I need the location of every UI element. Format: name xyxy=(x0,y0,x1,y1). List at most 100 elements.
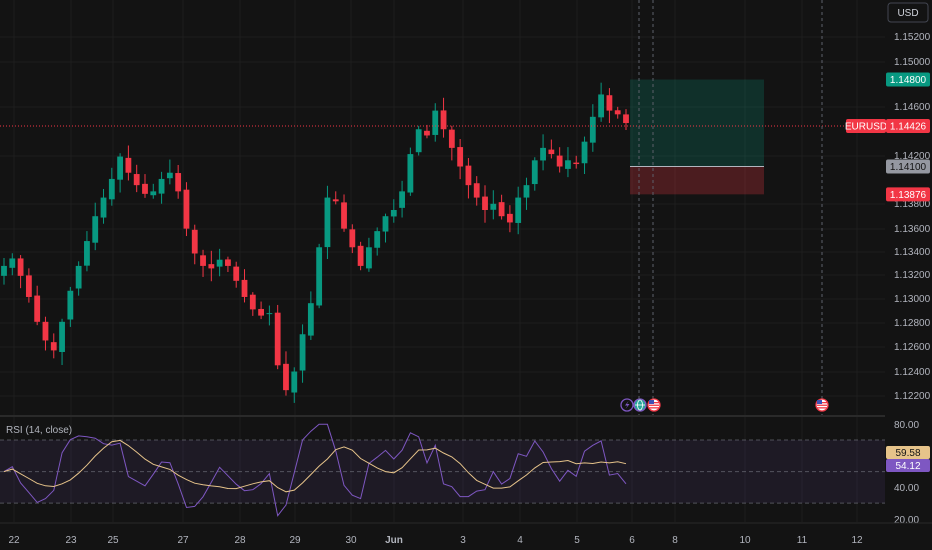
candle[interactable] xyxy=(108,167,115,206)
stop-price-tag[interactable]: 1.13876 xyxy=(886,187,930,202)
candle[interactable] xyxy=(34,285,41,326)
candle-body[interactable] xyxy=(531,160,538,185)
candle[interactable] xyxy=(490,190,497,220)
candle[interactable] xyxy=(366,237,372,272)
candle-body[interactable] xyxy=(175,173,182,192)
candle[interactable] xyxy=(448,125,455,161)
candle[interactable] xyxy=(283,351,289,396)
candle-body[interactable] xyxy=(424,130,430,136)
candle-body[interactable] xyxy=(407,154,414,193)
candle[interactable] xyxy=(183,182,190,237)
candle-body[interactable] xyxy=(241,279,248,297)
candle-body[interactable] xyxy=(108,178,115,200)
candle-body[interactable] xyxy=(324,197,331,248)
candle[interactable] xyxy=(424,124,430,139)
candle-body[interactable] xyxy=(598,94,605,118)
candle[interactable] xyxy=(614,106,621,119)
candle[interactable] xyxy=(274,304,281,370)
candle-body[interactable] xyxy=(84,241,90,266)
candle[interactable] xyxy=(482,185,488,223)
candle-body[interactable] xyxy=(581,141,588,164)
target-price-tag[interactable]: 1.14800 xyxy=(886,72,930,87)
candle[interactable] xyxy=(556,147,563,173)
rsi-pane[interactable]: RSI (14, close) xyxy=(0,423,885,517)
candle[interactable] xyxy=(25,268,32,303)
candle-body[interactable] xyxy=(565,160,571,169)
candle-body[interactable] xyxy=(42,321,49,341)
candle-body[interactable] xyxy=(498,202,505,217)
candle[interactable] xyxy=(50,333,57,359)
candle[interactable] xyxy=(299,324,306,383)
candle[interactable] xyxy=(117,153,124,193)
candle-body[interactable] xyxy=(589,116,596,143)
price-axis[interactable]: USD1.152001.150001.146001.142001.138001.… xyxy=(845,0,932,550)
candle-body[interactable] xyxy=(341,202,347,229)
candle[interactable] xyxy=(341,194,347,232)
candle[interactable] xyxy=(166,159,173,185)
candle-body[interactable] xyxy=(448,129,455,148)
current-price-tag[interactable]: 1.14426 xyxy=(886,119,930,134)
candle-body[interactable] xyxy=(299,334,306,371)
candle-body[interactable] xyxy=(125,157,132,173)
candle-body[interactable] xyxy=(183,189,190,229)
globe-icon[interactable] xyxy=(633,398,647,412)
candle-body[interactable] xyxy=(357,245,364,266)
candle[interactable] xyxy=(1,257,7,285)
candle-body[interactable] xyxy=(150,191,157,196)
candle[interactable] xyxy=(623,109,629,131)
price-candles[interactable] xyxy=(0,82,885,403)
candle[interactable] xyxy=(216,248,223,277)
candle-body[interactable] xyxy=(623,114,629,124)
candle[interactable] xyxy=(548,139,555,159)
rsi-ma-line[interactable] xyxy=(3,439,627,493)
candle[interactable] xyxy=(75,261,82,296)
currency-button[interactable]: USD xyxy=(887,2,929,23)
candle-body[interactable] xyxy=(457,147,464,167)
candle[interactable] xyxy=(84,231,90,272)
candle-body[interactable] xyxy=(399,191,405,208)
candle-body[interactable] xyxy=(473,183,480,198)
symbol-tag[interactable]: EURUSD xyxy=(845,119,887,134)
candle-body[interactable] xyxy=(249,294,256,310)
lightning-icon[interactable] xyxy=(620,398,634,412)
candle[interactable] xyxy=(17,255,24,289)
candle[interactable] xyxy=(249,292,256,316)
candle[interactable] xyxy=(150,183,157,199)
candle[interactable] xyxy=(67,286,74,327)
candle-body[interactable] xyxy=(390,210,397,217)
candle[interactable] xyxy=(291,367,298,403)
candle-body[interactable] xyxy=(9,258,16,268)
candle-body[interactable] xyxy=(548,149,555,155)
candle-body[interactable] xyxy=(216,259,223,267)
candle[interactable] xyxy=(125,145,132,181)
candle[interactable] xyxy=(208,250,215,282)
candle[interactable] xyxy=(415,125,422,156)
candle-body[interactable] xyxy=(415,129,422,153)
candle[interactable] xyxy=(59,318,65,365)
candle[interactable] xyxy=(531,157,538,191)
candle-body[interactable] xyxy=(316,247,323,306)
candle[interactable] xyxy=(200,249,206,277)
stop-zone[interactable] xyxy=(630,166,764,195)
candle-body[interactable] xyxy=(374,231,381,248)
economic-events[interactable] xyxy=(620,398,829,412)
candle[interactable] xyxy=(465,158,472,199)
long-position-tool[interactable] xyxy=(630,79,764,195)
candle[interactable] xyxy=(241,269,248,303)
candle-body[interactable] xyxy=(208,264,215,269)
candle[interactable] xyxy=(498,194,505,220)
candle[interactable] xyxy=(158,171,165,204)
candle-body[interactable] xyxy=(349,229,356,248)
candle-body[interactable] xyxy=(540,147,546,161)
candle-body[interactable] xyxy=(515,197,522,223)
candle[interactable] xyxy=(581,136,588,175)
us-flag-icon[interactable] xyxy=(815,398,829,412)
candle[interactable] xyxy=(382,213,389,243)
candle-body[interactable] xyxy=(432,110,439,135)
candle-body[interactable] xyxy=(482,196,488,210)
candle[interactable] xyxy=(92,202,99,251)
candle[interactable] xyxy=(374,227,381,256)
candle-body[interactable] xyxy=(67,290,74,320)
candle-body[interactable] xyxy=(274,312,281,366)
